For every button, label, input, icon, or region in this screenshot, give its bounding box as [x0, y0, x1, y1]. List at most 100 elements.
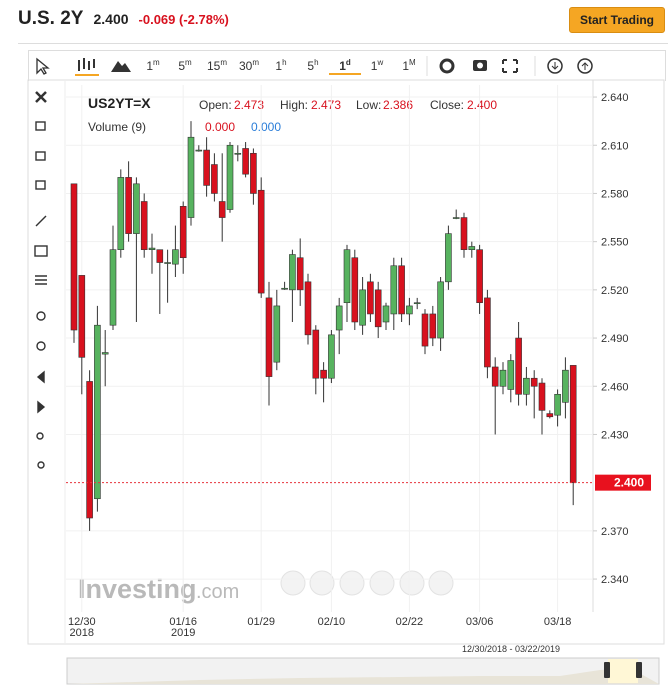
candle-body: [195, 149, 203, 152]
y-tick-label: 2.430: [601, 429, 629, 441]
candle-body: [351, 257, 359, 323]
interval-button[interactable]: 1h: [265, 58, 297, 75]
candle-body: [538, 382, 546, 411]
navigator-area: [67, 668, 659, 684]
candle-body: [429, 313, 437, 339]
interval-button[interactable]: 15m: [201, 58, 233, 75]
price-change: -0.069 (-2.78%): [138, 12, 229, 27]
candle-body: [484, 297, 491, 368]
candle-body: [367, 281, 374, 315]
candle-body: [562, 369, 569, 403]
interval-unit: m: [220, 57, 228, 67]
interval-button[interactable]: 1d: [329, 58, 361, 75]
candle-body: [218, 201, 226, 218]
interval-number: 15: [206, 58, 221, 73]
interval-button[interactable]: 1m: [137, 58, 169, 75]
upload-icon[interactable]: [577, 58, 593, 74]
watermark: Investing .com: [78, 574, 239, 604]
interval-group: 1m 5m 15m 30m 1h 5h 1d 1w 1M: [137, 58, 425, 75]
candle-body: [234, 152, 242, 155]
candle-body: [257, 189, 265, 294]
candle-body: [468, 246, 476, 250]
candle-body: [546, 413, 554, 418]
candle-body: [296, 257, 304, 291]
candle-body: [499, 369, 507, 387]
candle-body: [265, 297, 273, 377]
settings-icon[interactable]: [439, 58, 455, 74]
navigator-handle[interactable]: [636, 662, 642, 678]
candle-body: [320, 369, 327, 379]
candle-body: [569, 365, 577, 483]
cursor-icon[interactable]: [29, 54, 69, 78]
candle-body: [94, 324, 101, 500]
interval-number: 1: [402, 58, 409, 73]
interval-unit: h: [282, 57, 287, 67]
candle-body: [203, 149, 210, 186]
volume-value: 0.000: [251, 120, 281, 134]
interval-unit: M: [409, 57, 416, 67]
start-trading-button[interactable]: Start Trading: [569, 7, 665, 33]
interval-unit: w: [377, 57, 384, 67]
zoom-controls: [280, 570, 454, 596]
divider: [18, 43, 668, 44]
interval-button[interactable]: 1w: [361, 58, 393, 75]
chart-frame: [27, 79, 665, 645]
x-tick-label: 01/16: [169, 616, 197, 628]
volume-value: 0.000: [205, 120, 235, 134]
interval-button[interactable]: 5h: [297, 58, 329, 75]
candle-body: [530, 377, 538, 387]
interval-button[interactable]: 1M: [393, 58, 425, 75]
candle-body: [211, 164, 218, 194]
y-tick-label: 2.460: [601, 381, 629, 393]
fullscreen-icon[interactable]: [502, 59, 518, 73]
interval-button[interactable]: 30m: [233, 58, 265, 75]
candle-body: [133, 183, 140, 234]
candle-body: [281, 287, 288, 290]
interval-number: 1: [339, 58, 346, 73]
candle-body: [273, 305, 281, 363]
candle-body: [164, 262, 171, 264]
interval-unit: h: [314, 57, 319, 67]
y-tick-label: 2.550: [601, 237, 629, 249]
candle-body: [78, 275, 86, 358]
header: U.S. 2Y 2.400 -0.069 (-2.78%): [18, 8, 229, 30]
interval-unit: m: [185, 57, 192, 67]
candle-body: [491, 366, 499, 387]
y-tick-label: 2.640: [601, 92, 629, 104]
y-tick-label: 2.490: [601, 333, 629, 345]
interval-number: 30: [238, 58, 253, 73]
candle-body: [117, 177, 125, 250]
download-icon[interactable]: [547, 58, 563, 74]
low-label: Low:: [356, 98, 381, 112]
candle-body: [304, 281, 312, 336]
candle-body: [413, 302, 421, 305]
candle-body: [328, 334, 335, 379]
candle-body: [374, 289, 382, 328]
candle-body: [187, 136, 195, 218]
interval-number: 1: [370, 58, 378, 73]
candle-body: [523, 377, 530, 395]
instrument-title: U.S. 2Y: [18, 8, 84, 29]
candles-icon[interactable]: [69, 54, 105, 78]
candle-body: [343, 249, 351, 304]
candle-body: [70, 183, 78, 331]
x-tick-label: 02/10: [318, 616, 346, 628]
interval-button[interactable]: 5m: [169, 58, 201, 75]
interval-number: 5: [307, 58, 315, 73]
last-price: 2.400: [93, 11, 129, 27]
close-value: 2.400: [467, 98, 497, 112]
candle-body: [125, 177, 132, 234]
interval-unit: d: [345, 57, 351, 67]
y-tick-label: 2.580: [601, 188, 629, 200]
candle-body: [250, 152, 257, 194]
candle-body: [460, 217, 468, 250]
navigator-handle[interactable]: [604, 662, 610, 678]
candle-body: [86, 381, 93, 519]
navigator-window: [608, 659, 638, 683]
tool-icons: [426, 56, 593, 76]
navigator-range: 12/30/2018 - 03/22/2019: [462, 644, 560, 654]
area-icon[interactable]: [105, 54, 137, 78]
candle-body: [390, 265, 398, 315]
candle-body: [226, 144, 234, 210]
y-tick-label: 2.340: [601, 574, 629, 586]
